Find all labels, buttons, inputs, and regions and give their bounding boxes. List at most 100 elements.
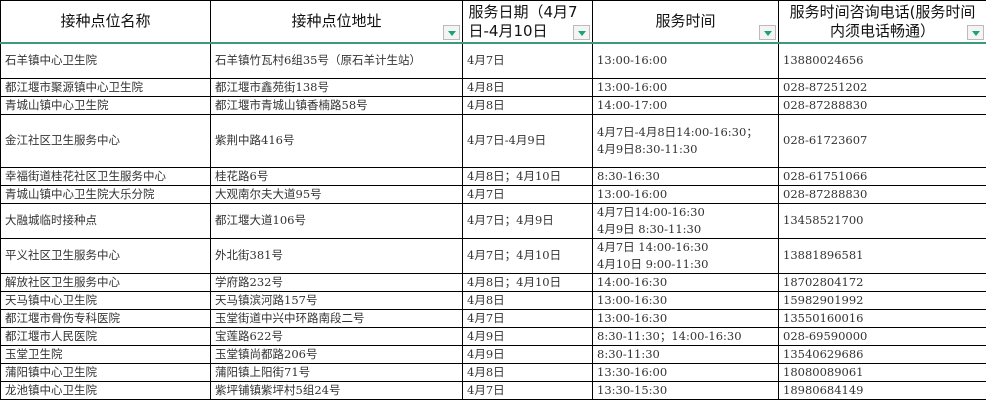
service-date-cell[interactable]: 4月7日-4月9日: [462, 113, 593, 168]
table-row: 大融城临时接种点 都江堰大道106号 4月7日；4月9日 4月7日14:00-16:3…: [0, 202, 986, 239]
phone-cell[interactable]: 13880024656: [778, 42, 986, 79]
service-date-cell[interactable]: 4月8日；4月10日: [462, 272, 593, 292]
service-date-cell[interactable]: 4月7日；4月10日: [462, 237, 593, 274]
service-date-cell[interactable]: 4月7日；4月9日: [462, 202, 593, 239]
service-time-line: 4月9日 8:30-11:30: [597, 221, 702, 236]
address-cell[interactable]: 紫坪铺镇紫坪村5组24号: [210, 380, 463, 400]
service-time-cell[interactable]: 14:00-17:00: [592, 95, 779, 115]
service-time-cell[interactable]: 8:30-11:30；14:00-16:30: [592, 326, 779, 346]
service-time-line: 13:30-16:00: [597, 364, 668, 379]
site-name-cell[interactable]: 天马镇中心卫生院: [0, 290, 211, 310]
phone-cell[interactable]: 13540629686: [778, 344, 986, 364]
site-name-cell[interactable]: 蒲阳镇中心卫生院: [0, 362, 211, 382]
address-cell[interactable]: 宝莲路622号: [210, 326, 463, 346]
table-row: 青城山镇中心卫生院 都江堰市青城山镇香楠路58号 4月8日 14:00-17:00 02…: [0, 95, 986, 115]
service-time-cell[interactable]: 8:30-16:30: [592, 166, 779, 186]
table-row: 龙池镇中心卫生院 紫坪铺镇紫坪村5组24号 4月7日 13:30-15:30 18980…: [0, 380, 986, 400]
service-date-cell[interactable]: 4月8日: [462, 362, 593, 382]
site-name-cell[interactable]: 都江堰市聚源镇中心卫生院: [0, 77, 211, 97]
phone-cell[interactable]: 028-87288830: [778, 95, 986, 115]
site-name-cell[interactable]: 都江堰市骨伤专科医院: [0, 308, 211, 328]
phone-cell[interactable]: 028-87288830: [778, 184, 986, 204]
phone-cell[interactable]: 028-69590000: [778, 326, 986, 346]
site-name-cell[interactable]: 金江社区卫生服务中心: [0, 113, 211, 168]
service-time-cell[interactable]: 13:30-15:30: [592, 380, 779, 400]
column-header[interactable]: 接种点位地址: [210, 0, 463, 44]
phone-cell[interactable]: 18980684149: [778, 380, 986, 400]
filter-dropdown-icon[interactable]: [967, 25, 984, 40]
service-time-cell[interactable]: 13:00-16:00: [592, 184, 779, 204]
phone-cell[interactable]: 13458521700: [778, 202, 986, 239]
site-name-cell[interactable]: 石羊镇中心卫生院: [0, 42, 211, 79]
service-time-line: 4月7日14:00-16:30: [597, 204, 705, 219]
phone-cell[interactable]: 028-87251202: [778, 77, 986, 97]
address-cell[interactable]: 天马镇滨河路157号: [210, 290, 463, 310]
service-date-cell[interactable]: 4月7日: [462, 184, 593, 204]
service-time-cell[interactable]: 4月7日 14:00-16:30 4月10日 9:00-11:30: [592, 237, 779, 274]
address-cell[interactable]: 蒲阳镇上阳街71号: [210, 362, 463, 382]
column-header[interactable]: 服务日期（4月7日-4月10日: [462, 0, 593, 44]
table-row: 都江堰市聚源镇中心卫生院 都江堰市鑫苑街138号 4月8日 13:00-16:00 02…: [0, 77, 986, 97]
table-row: 金江社区卫生服务中心 紫荆中路416号 4月7日-4月9日 4月7日-4月8日14:0…: [0, 113, 986, 168]
address-cell[interactable]: 玉堂街道中兴中环路南段二号: [210, 308, 463, 328]
site-name-cell[interactable]: 幸福街道桂花社区卫生服务中心: [0, 166, 211, 186]
site-name-cell[interactable]: 平义社区卫生服务中心: [0, 237, 211, 274]
address-cell[interactable]: 都江堰大道106号: [210, 202, 463, 239]
table-row: 玉堂卫生院 玉堂镇尚都路206号 4月9日 8:30-11:30 13540629686: [0, 344, 986, 364]
address-cell[interactable]: 紫荆中路416号: [210, 113, 463, 168]
phone-cell[interactable]: 13881896581: [778, 237, 986, 274]
column-header[interactable]: 服务时间咨询电话(服务时间内须电话畅通）: [778, 0, 986, 44]
service-time-line: 8:30-11:30；14:00-16:30: [597, 328, 742, 343]
site-name-cell[interactable]: 青城山镇中心卫生院: [0, 95, 211, 115]
filter-dropdown-icon[interactable]: [443, 25, 460, 40]
phone-cell[interactable]: 18080089061: [778, 362, 986, 382]
address-cell[interactable]: 大观南尔夫大道95号: [210, 184, 463, 204]
service-time-cell[interactable]: 4月7日-4月8日14:00-16:30； 4月9日8:30-11:30: [592, 113, 779, 168]
site-name-cell[interactable]: 大融城临时接种点: [0, 202, 211, 239]
site-name-cell[interactable]: 玉堂卫生院: [0, 344, 211, 364]
service-time-cell[interactable]: 13:30-16:00: [592, 362, 779, 382]
service-date-cell[interactable]: 4月7日: [462, 42, 593, 79]
service-date-cell[interactable]: 4月9日: [462, 344, 593, 364]
site-name-cell[interactable]: 龙池镇中心卫生院: [0, 380, 211, 400]
table-row: 都江堰市人民医院 宝莲路622号 4月9日 8:30-11:30；14:00-16:3…: [0, 326, 986, 346]
phone-cell[interactable]: 13550160016: [778, 308, 986, 328]
address-cell[interactable]: 都江堰市青城山镇香楠路58号: [210, 95, 463, 115]
service-time-cell[interactable]: 4月7日14:00-16:30 4月9日 8:30-11:30: [592, 202, 779, 239]
service-time-line: 13:00-16:00: [597, 186, 668, 201]
phone-cell[interactable]: 15982901992: [778, 290, 986, 310]
filter-dropdown-icon[interactable]: [759, 25, 776, 40]
site-name-cell[interactable]: 解放社区卫生服务中心: [0, 272, 211, 292]
service-time-cell[interactable]: 13:00-16:00: [592, 77, 779, 97]
service-date-cell[interactable]: 4月8日: [462, 95, 593, 115]
service-time-cell[interactable]: 13:00-16:30: [592, 308, 779, 328]
filter-dropdown-icon[interactable]: [573, 25, 590, 40]
service-date-cell[interactable]: 4月9日: [462, 326, 593, 346]
phone-cell[interactable]: 18702804172: [778, 272, 986, 292]
phone-cell[interactable]: 028-61723607: [778, 113, 986, 168]
service-date-cell[interactable]: 4月8日: [462, 290, 593, 310]
address-cell[interactable]: 桂花路6号: [210, 166, 463, 186]
service-time-line: 4月10日 9:00-11:30: [597, 256, 709, 271]
address-cell[interactable]: 石羊镇竹瓦村6组35号（原石羊计生站）: [210, 42, 463, 79]
service-time-line: 14:00-17:00: [597, 97, 668, 112]
site-name-cell[interactable]: 青城山镇中心卫生院大乐分院: [0, 184, 211, 204]
address-cell[interactable]: 都江堰市鑫苑街138号: [210, 77, 463, 97]
service-date-cell[interactable]: 4月7日: [462, 380, 593, 400]
service-time-cell[interactable]: 14:00-16:30: [592, 272, 779, 292]
address-cell[interactable]: 学府路232号: [210, 272, 463, 292]
service-date-cell[interactable]: 4月7日: [462, 308, 593, 328]
site-name-cell[interactable]: 都江堰市人民医院: [0, 326, 211, 346]
service-time-cell[interactable]: 8:30-11:30: [592, 344, 779, 364]
address-cell[interactable]: 外北街381号: [210, 237, 463, 274]
phone-cell[interactable]: 028-61751066: [778, 166, 986, 186]
service-time-cell[interactable]: 13:00-16:00: [592, 42, 779, 79]
table-row: 平义社区卫生服务中心 外北街381号 4月7日；4月10日 4月7日 14:00-16…: [0, 237, 986, 274]
service-date-cell[interactable]: 4月8日: [462, 77, 593, 97]
address-cell[interactable]: 玉堂镇尚都路206号: [210, 344, 463, 364]
service-time-cell[interactable]: 13:00-16:30: [592, 290, 779, 310]
service-date-cell[interactable]: 4月8日；4月10日: [462, 166, 593, 186]
service-time-line: 4月7日-4月8日14:00-16:30；: [597, 124, 758, 139]
column-header[interactable]: 服务时间: [592, 0, 779, 44]
column-header[interactable]: 接种点位名称: [0, 0, 211, 44]
